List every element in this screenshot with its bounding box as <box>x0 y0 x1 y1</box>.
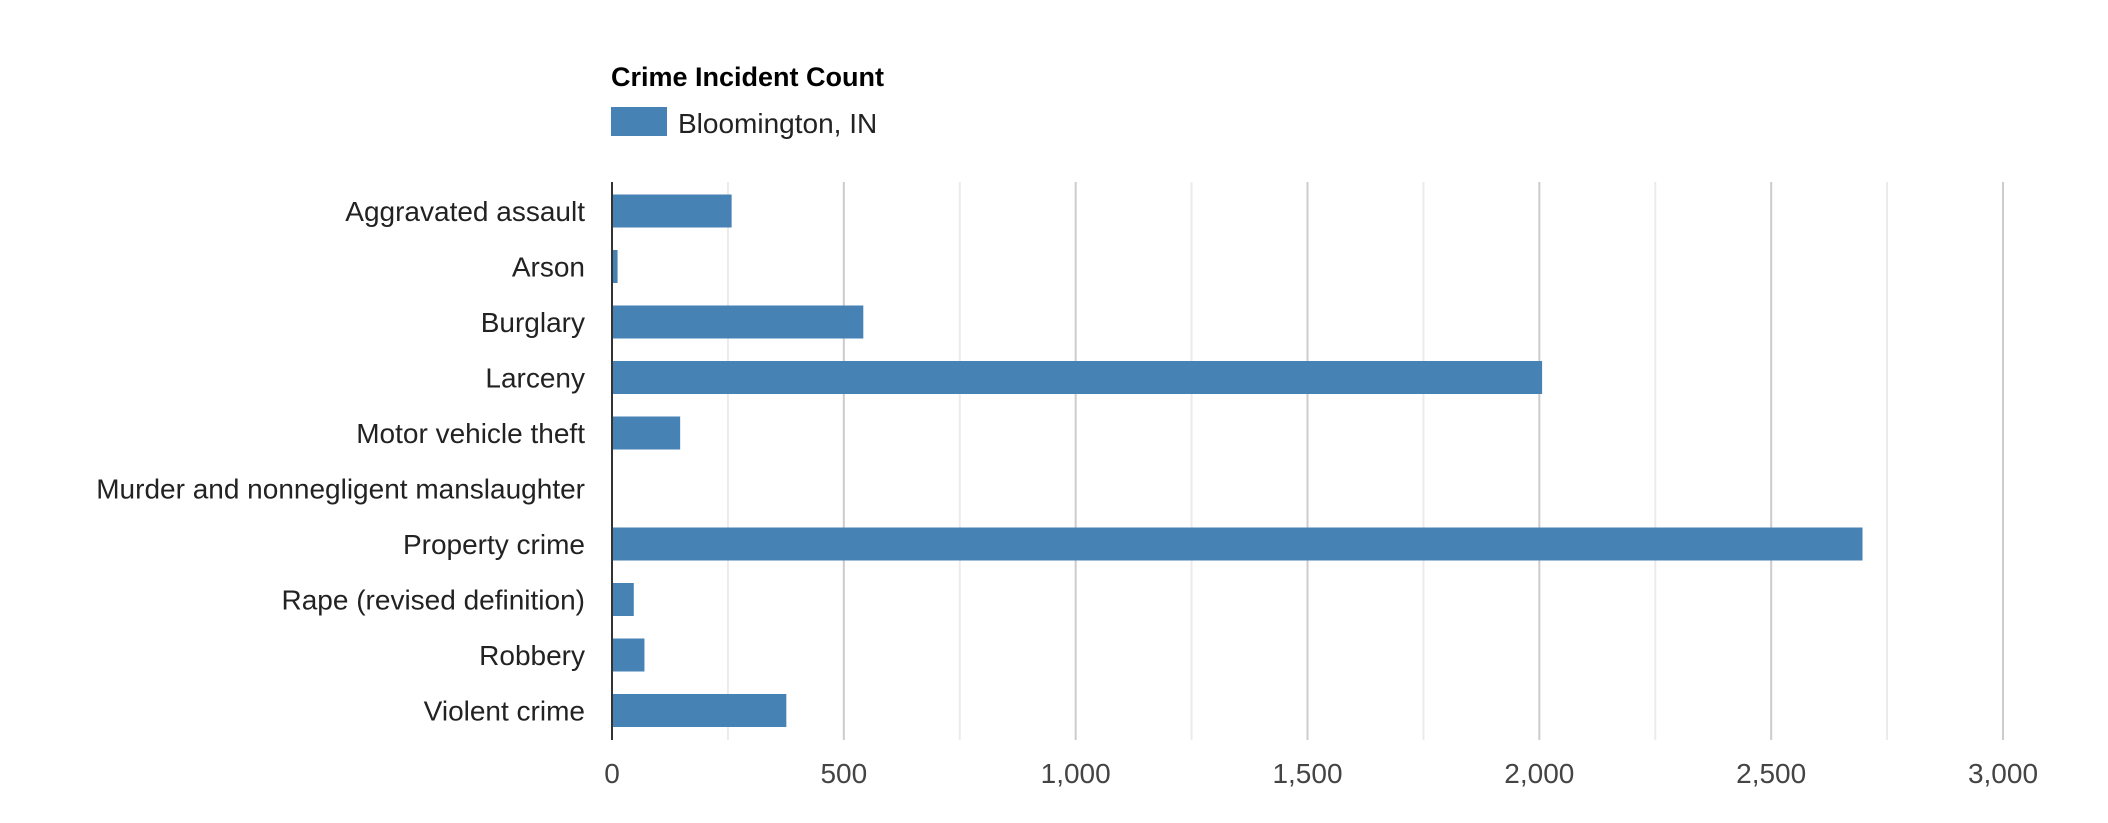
bar-burglary[interactable] <box>612 306 863 339</box>
x-tick-label: 0 <box>604 758 620 789</box>
category-label: Arson <box>512 252 585 283</box>
x-tick-label: 2,000 <box>1504 758 1574 789</box>
bar-aggravated-assault[interactable] <box>612 195 732 228</box>
x-tick-label: 2,500 <box>1736 758 1806 789</box>
category-label: Property crime <box>403 529 585 560</box>
x-tick-label: 1,000 <box>1041 758 1111 789</box>
bar-violent-crime[interactable] <box>612 694 786 727</box>
legend-label: Bloomington, IN <box>678 108 877 139</box>
labels: Aggravated assault Arson Burglary Larceny Mo… <box>96 196 2038 789</box>
category-label: Larceny <box>485 363 585 394</box>
chart-title: Crime Incident Count <box>611 62 884 92</box>
bars <box>612 195 1863 728</box>
bar-larceny[interactable] <box>612 361 1542 394</box>
category-label: Murder and nonnegligent manslaughter <box>96 474 585 505</box>
category-label: Violent crime <box>424 696 585 727</box>
bar-property-crime[interactable] <box>612 528 1863 561</box>
bar-robbery[interactable] <box>612 639 644 672</box>
x-tick-label: 1,500 <box>1272 758 1342 789</box>
legend-swatch <box>611 107 667 136</box>
grid-lines <box>728 182 2003 740</box>
bar-motor-vehicle-theft[interactable] <box>612 417 680 450</box>
category-label: Aggravated assault <box>345 196 585 227</box>
x-tick-label: 500 <box>820 758 867 789</box>
category-label: Rape (revised definition) <box>282 585 586 616</box>
category-label: Motor vehicle theft <box>356 418 585 449</box>
x-tick-label: 3,000 <box>1968 758 2038 789</box>
category-label: Burglary <box>481 307 585 338</box>
legend: Crime Incident Count Bloomington, IN <box>611 62 884 139</box>
category-label: Robbery <box>479 640 585 671</box>
bar-rape-revised-definition[interactable] <box>612 583 634 616</box>
